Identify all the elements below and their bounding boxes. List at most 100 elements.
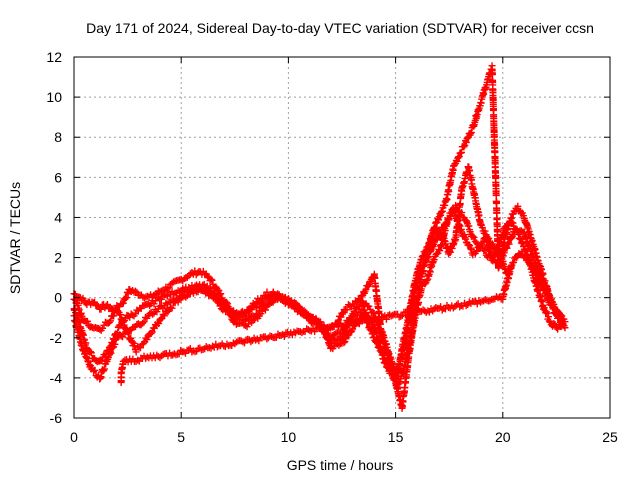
data-point [217,290,225,298]
data-point [388,371,396,379]
y-tick-label: 2 [54,250,62,266]
x-axis-label: GPS time / hours [287,457,394,473]
y-tick-label: 12 [46,49,62,65]
data-point [467,129,475,137]
data-point [382,315,390,323]
data-point [545,313,553,321]
data-point [243,315,251,323]
data-point [154,353,162,361]
data-point [163,292,171,300]
data-point [185,290,193,298]
data-point [247,338,255,346]
data-point [383,363,391,371]
data-point [327,343,335,351]
data-point [476,298,484,306]
data-point [97,305,105,313]
data-point [119,333,127,341]
data-point [136,344,144,352]
data-point [202,343,210,351]
data-point [456,222,464,230]
data-point [410,309,418,317]
data-point [143,353,151,361]
data-point [365,302,373,310]
data-point [263,288,271,296]
data-point [268,332,276,340]
data-point [275,291,283,299]
data-point [87,348,95,356]
data-point [507,262,515,270]
data-point [206,291,214,299]
data-point [340,339,348,347]
data-point [213,298,221,306]
data-point [496,256,504,264]
data-point [438,306,446,314]
y-tick-label: 4 [54,209,62,225]
data-point [306,315,314,323]
data-point [162,299,170,307]
data-point [462,302,470,310]
data-point [174,298,182,306]
data-point [148,328,156,336]
data-point [177,275,185,283]
x-tick-label: 25 [602,429,618,445]
data-point [481,246,489,254]
data-point [106,317,114,325]
data-point [456,303,464,311]
data-point [430,256,438,264]
data-point [467,128,475,136]
data-point [114,307,122,315]
x-tick-label: 0 [70,429,78,445]
data-point [389,311,397,319]
x-tick-label: 5 [177,429,185,445]
data-point [473,247,481,255]
data-point [140,318,148,326]
y-tick-label: -4 [50,370,63,386]
data-point [181,349,189,357]
data-point [339,322,347,330]
data-point [545,317,553,325]
data-point [90,367,98,375]
data-point [119,299,127,307]
data-point [164,307,172,315]
data-point [466,244,474,252]
y-tick-label: -6 [50,410,63,426]
y-tick-label: 0 [54,290,62,306]
x-tick-label: 10 [281,429,297,445]
data-point [470,233,478,241]
y-tick-label: -2 [50,330,63,346]
data-point [280,332,288,340]
data-point [391,375,399,383]
data-point [298,329,306,337]
data-point [434,216,442,224]
data-point [557,311,565,319]
data-marks [70,62,569,412]
y-tick-label: 8 [54,129,62,145]
data-point [481,227,489,235]
data-point [208,276,216,284]
data-point [338,309,346,317]
data-point [460,143,468,151]
data-point [441,305,449,313]
data-point [547,297,555,304]
data-point [180,275,188,283]
data-point [132,348,140,356]
data-point [157,295,165,303]
data-point [77,335,85,343]
data-point [509,219,517,227]
data-point [232,320,240,328]
data-point [177,346,185,354]
data-point [304,326,312,334]
data-point [294,308,302,316]
y-axis-label: SDTVAR / TECUs [7,182,23,294]
data-point [283,296,291,304]
data-point [170,290,178,298]
data-point [83,317,91,325]
y-tick-label: 10 [46,89,62,105]
data-point [189,289,197,297]
data-point [382,358,390,366]
data-point [546,293,554,301]
axis-ticks: 0 5 10 15 20 25 -6 -4 -2 0 2 4 6 8 10 12 [46,49,618,445]
data-point [469,232,477,240]
